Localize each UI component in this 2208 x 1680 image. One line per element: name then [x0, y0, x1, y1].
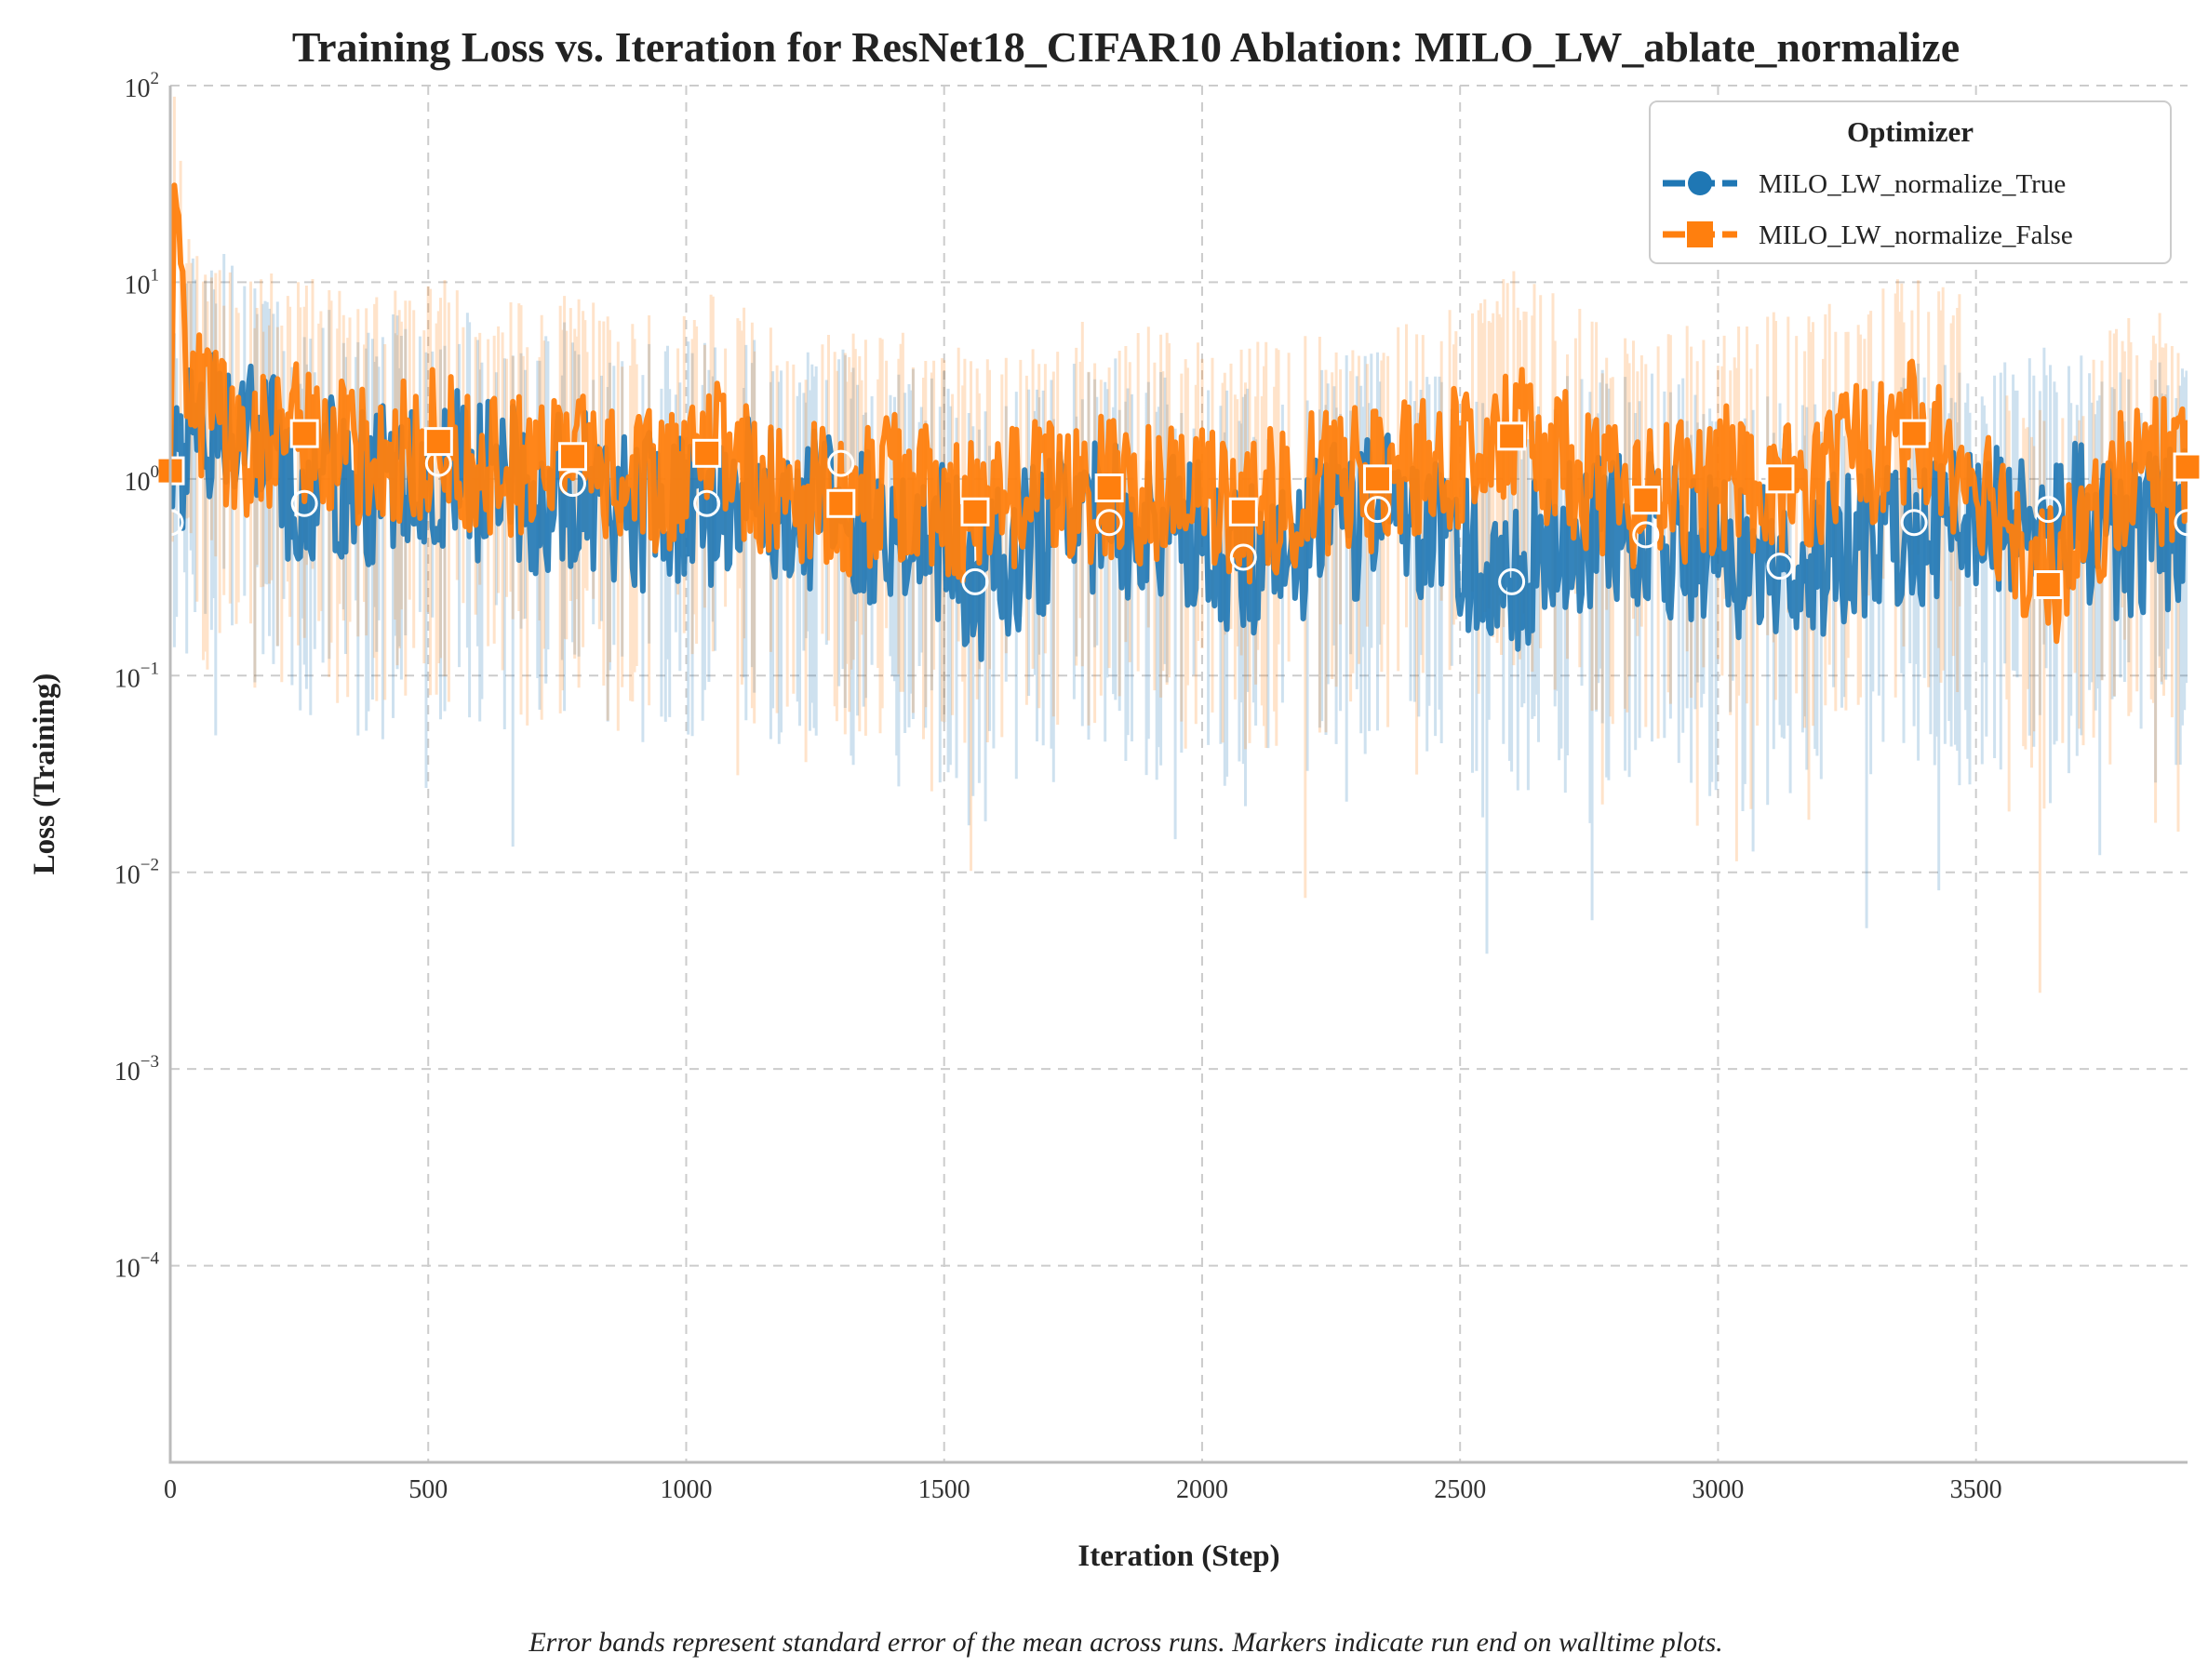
- x-tick-label: 500: [408, 1475, 448, 1504]
- marker-MILO_LW_normalize_False: [1899, 419, 1929, 448]
- legend-box: [1649, 100, 2172, 264]
- x-tick-label: 2000: [1176, 1475, 1228, 1504]
- marker-MILO_LW_normalize_False: [960, 497, 990, 527]
- legend-label-MILO_LW_normalize_True: MILO_LW_normalize_True: [1759, 169, 2066, 199]
- marker-MILO_LW_normalize_False: [2033, 570, 2063, 600]
- marker-MILO_LW_normalize_True: [2034, 496, 2062, 524]
- marker-MILO_LW_normalize_True: [1900, 509, 1928, 537]
- marker-MILO_LW_normalize_False: [826, 488, 856, 518]
- marker-MILO_LW_normalize_True: [2174, 509, 2201, 537]
- marker-MILO_LW_normalize_True: [1632, 521, 1660, 549]
- y-tick-label: 101: [125, 265, 160, 300]
- marker-MILO_LW_normalize_False: [2173, 452, 2202, 482]
- x-axis-label: Iteration (Step): [1077, 1540, 1279, 1573]
- x-tick-label: 3000: [1692, 1475, 1744, 1504]
- y-tick-label: 102: [125, 69, 160, 103]
- grid: [169, 85, 2188, 1462]
- legend: Optimizer MILO_LW_normalize_True MILO_LW_…: [1649, 100, 2172, 264]
- legend-marker-MILO_LW_normalize_False: [1687, 221, 1713, 247]
- axis-spines: [168, 86, 2188, 1464]
- series-line-MILO_LW_normalize_False: [170, 182, 2188, 645]
- y-tick-label: 10−3: [114, 1052, 159, 1087]
- marker-MILO_LW_normalize_False: [1362, 464, 1392, 494]
- y-tick-label: 100: [125, 462, 160, 497]
- x-axis-ticks: 0 500 1000 1500 2000 2500 3000 3500: [164, 1475, 2002, 1504]
- marker-MILO_LW_normalize_True: [290, 489, 318, 517]
- legend-label-MILO_LW_normalize_False: MILO_LW_normalize_False: [1759, 220, 2073, 250]
- chart-caption: Error bands represent standard error of …: [528, 1627, 1722, 1658]
- x-tick-label: 1000: [660, 1475, 712, 1504]
- marker-MILO_LW_normalize_True: [558, 470, 586, 498]
- y-axis-label: Loss (Training): [28, 673, 61, 875]
- marker-MILO_LW_normalize_False: [1631, 486, 1661, 515]
- marker-MILO_LW_normalize_True: [1498, 567, 1526, 595]
- x-tick-label: 3500: [1950, 1475, 2002, 1504]
- marker-MILO_LW_normalize_False: [557, 442, 587, 472]
- marker-MILO_LW_normalize_False: [289, 419, 319, 448]
- y-tick-label: 10−1: [114, 659, 159, 693]
- marker-MILO_LW_normalize_True: [1766, 553, 1794, 580]
- x-tick-label: 0: [164, 1475, 177, 1504]
- marker-MILO_LW_normalize_False: [1094, 473, 1124, 503]
- marker-MILO_LW_normalize_False: [1497, 421, 1527, 451]
- legend-title: Optimizer: [1847, 115, 1974, 148]
- marker-MILO_LW_normalize_True: [1095, 509, 1123, 537]
- y-tick-label: 10−2: [114, 856, 159, 890]
- x-tick-label: 2500: [1434, 1475, 1486, 1504]
- marker-MILO_LW_normalize_False: [423, 427, 453, 457]
- series-lines: [170, 182, 2188, 662]
- marker-MILO_LW_normalize_True: [693, 489, 721, 517]
- y-tick-label: 10−4: [114, 1249, 160, 1284]
- marker-MILO_LW_normalize_True: [1229, 543, 1257, 571]
- marker-MILO_LW_normalize_False: [1228, 497, 1258, 527]
- marker-MILO_LW_normalize_False: [692, 438, 722, 468]
- y-axis-ticks: 102 101 100 10−1 10−2 10−3 10−4: [114, 69, 160, 1284]
- marker-MILO_LW_normalize_True: [1363, 496, 1391, 524]
- series-markers: [155, 419, 2202, 600]
- marker-MILO_LW_normalize_True: [961, 567, 989, 595]
- legend-marker-MILO_LW_normalize_True: [1688, 171, 1712, 195]
- marker-MILO_LW_normalize_True: [827, 449, 855, 477]
- chart-title: Training Loss vs. Iteration for ResNet18…: [292, 23, 1960, 71]
- marker-MILO_LW_normalize_False: [1765, 464, 1795, 494]
- x-tick-label: 1500: [918, 1475, 970, 1504]
